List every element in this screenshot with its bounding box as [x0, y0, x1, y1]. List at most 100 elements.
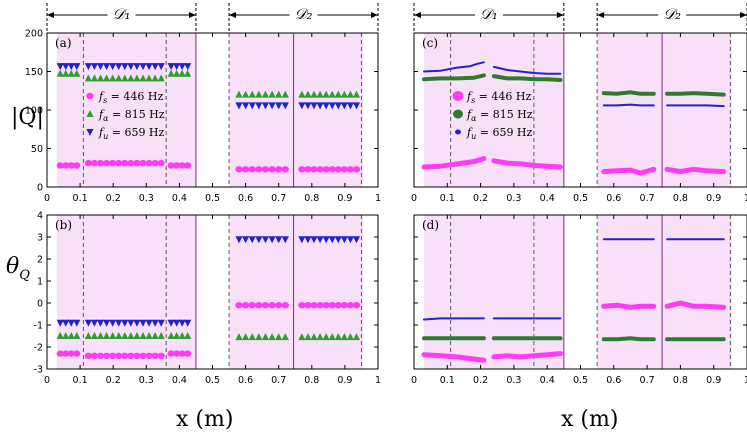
data-point — [67, 69, 75, 77]
shaded-region — [597, 215, 733, 369]
data-point — [242, 90, 250, 98]
data-point — [310, 236, 318, 244]
domain-label-bg — [107, 4, 136, 22]
data-point — [328, 302, 336, 309]
x-tick-label: 0 — [411, 193, 417, 204]
data-point — [151, 332, 159, 339]
data-point — [235, 302, 243, 309]
data-point — [73, 63, 81, 71]
data-point — [167, 332, 175, 339]
data-point — [145, 74, 153, 82]
data-point — [173, 69, 181, 77]
x-tick-label: 0.3 — [506, 193, 521, 204]
x-tick-label: 0.5 — [205, 193, 220, 204]
data-point — [62, 350, 70, 357]
data-point — [268, 333, 276, 341]
data-point — [281, 102, 289, 110]
data-point — [139, 74, 147, 82]
data-point — [127, 63, 135, 71]
data-point — [157, 352, 165, 359]
data-point — [352, 333, 361, 341]
data-point — [242, 236, 250, 244]
series-line — [422, 73, 486, 82]
data-point — [96, 74, 105, 82]
domain-label-bg — [474, 4, 503, 22]
data-point — [346, 90, 355, 98]
data-point — [84, 352, 92, 359]
y-tick-label: 2 — [37, 255, 43, 266]
data-point — [328, 166, 336, 173]
data-point — [109, 159, 117, 167]
data-point — [127, 74, 135, 82]
y-tick-label: -1 — [34, 321, 43, 332]
data-point — [62, 63, 70, 71]
x-tick-label: 0.5 — [573, 375, 588, 386]
data-point — [340, 166, 348, 173]
x-tick-label: 0.2 — [106, 193, 121, 204]
legend-item: fα = 815 Hz — [453, 108, 533, 123]
series-line — [601, 336, 656, 342]
data-point — [127, 352, 135, 359]
legend-value: = 446 Hz — [107, 90, 163, 103]
data-point — [167, 63, 175, 71]
legend-sub: α — [471, 114, 477, 123]
data-point — [139, 352, 147, 359]
legend-item: fα = 815 Hz — [86, 108, 165, 123]
data-point — [178, 69, 186, 77]
data-point — [67, 162, 75, 169]
data-point — [109, 332, 117, 339]
data-point — [261, 102, 270, 110]
data-point — [268, 90, 276, 98]
x-tick-label: 0.6 — [606, 193, 621, 204]
x-tick-label: 0.7 — [271, 193, 286, 204]
data-point — [304, 236, 312, 244]
data-point — [178, 63, 186, 71]
x-tick-label: 0.4 — [172, 193, 187, 204]
data-point — [298, 102, 306, 110]
y-tick-label: 0 — [37, 299, 43, 310]
data-point — [275, 102, 283, 110]
data-point — [167, 319, 175, 327]
data-point — [67, 63, 75, 71]
data-point — [56, 69, 64, 77]
legend-marker — [86, 110, 94, 117]
data-point — [184, 350, 192, 357]
data-point — [173, 350, 181, 357]
data-point — [151, 74, 159, 82]
data-point — [334, 236, 342, 244]
data-point — [298, 333, 306, 341]
data-point — [255, 90, 263, 98]
data-point — [121, 63, 129, 71]
x-tick-label: 0.1 — [440, 193, 455, 204]
data-point — [167, 69, 175, 77]
domain-arrowhead — [414, 12, 421, 18]
data-point — [275, 90, 283, 98]
data-point — [235, 90, 243, 98]
data-point — [281, 333, 289, 341]
data-point — [184, 162, 192, 169]
data-point — [248, 90, 256, 98]
data-point — [173, 319, 181, 327]
data-point — [352, 166, 361, 173]
x-tick-label: 0.4 — [540, 193, 555, 204]
data-point — [133, 352, 141, 359]
x-tick-label: 0.3 — [139, 375, 154, 386]
data-point — [67, 319, 75, 327]
data-point — [133, 319, 141, 327]
data-point — [352, 236, 361, 244]
data-point — [96, 332, 105, 339]
data-point — [115, 332, 123, 339]
data-point — [334, 333, 342, 341]
data-point — [139, 159, 147, 167]
legend-sub: s — [471, 96, 475, 105]
ylabel-bottom-sub: Q — [19, 268, 30, 283]
data-point — [139, 332, 147, 339]
data-point — [157, 74, 165, 82]
panel-label: (d) — [422, 218, 439, 232]
data-point — [90, 159, 99, 167]
legend-marker — [453, 109, 463, 119]
data-point — [304, 102, 312, 110]
legend-label: fs = 446 Hz — [98, 90, 163, 105]
x-tick-label: 0 — [44, 193, 50, 204]
data-point — [316, 236, 324, 244]
